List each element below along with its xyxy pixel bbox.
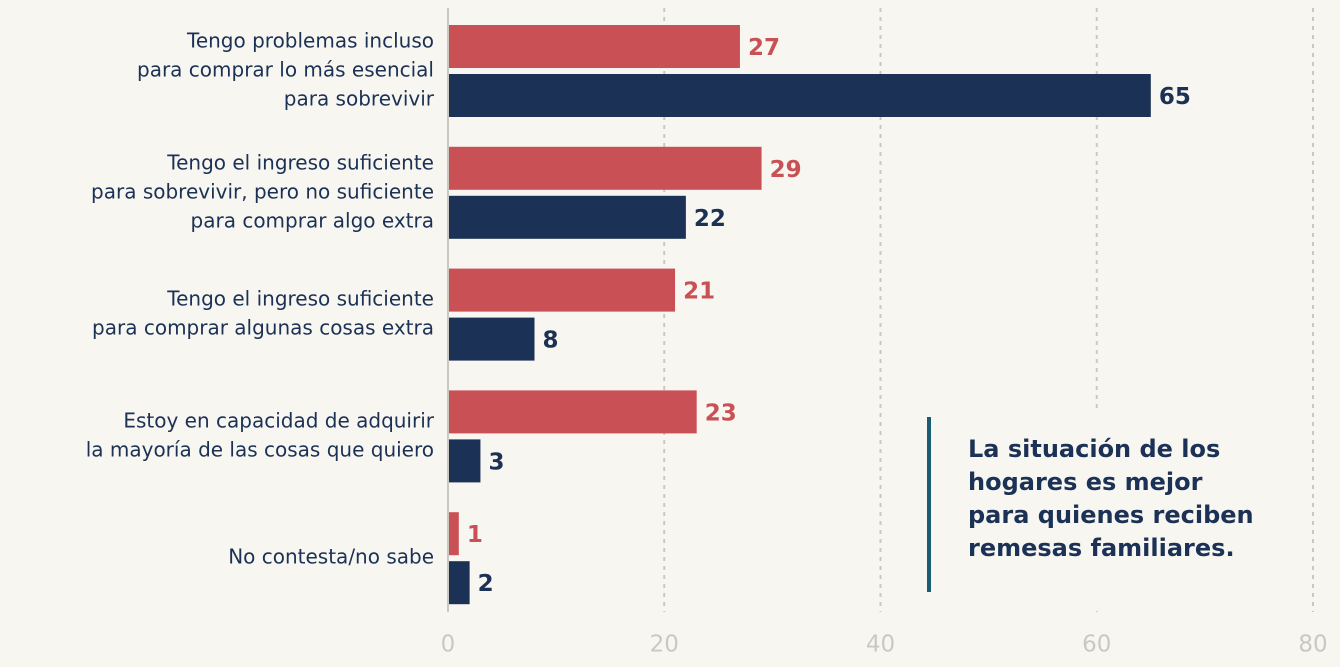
annotation-text: hogares es mejor	[968, 468, 1203, 496]
bar	[448, 146, 762, 190]
bar	[448, 268, 676, 312]
category-label: Tengo el ingreso suficiente	[166, 287, 434, 311]
bar	[448, 390, 697, 434]
bar	[448, 195, 686, 239]
category-label: Estoy en capacidad de adquirir	[123, 408, 434, 432]
value-label: 65	[1159, 84, 1191, 110]
category-label: Tengo el ingreso suficiente	[166, 150, 434, 174]
annotation-bg	[905, 408, 1295, 606]
x-tick-label: 0	[441, 632, 456, 658]
bar	[448, 25, 740, 68]
annotation-text: para quienes reciben	[968, 501, 1254, 529]
annotation-bar	[927, 417, 931, 592]
x-tick-label: 80	[1298, 632, 1327, 658]
category-label: para comprar algunas cosas extra	[92, 316, 434, 340]
value-label: 29	[770, 157, 802, 183]
value-label: 1	[467, 522, 483, 548]
value-label: 27	[748, 35, 780, 61]
bar	[448, 512, 459, 556]
category-label: para sobrevivir	[284, 87, 435, 111]
value-label: 22	[694, 206, 726, 232]
x-tick-label: 40	[866, 632, 895, 658]
category-label: para comprar lo más esencial	[137, 58, 434, 82]
bar	[448, 561, 470, 605]
value-label: 8	[543, 328, 559, 354]
bar	[448, 439, 481, 483]
annotation-text: La situación de los	[968, 435, 1220, 463]
bar	[448, 317, 535, 361]
value-label: 3	[488, 449, 504, 475]
category-label: para comprar algo extra	[191, 208, 434, 232]
x-tick-label: 20	[650, 632, 679, 658]
category-label: No contesta/no sabe	[228, 545, 434, 569]
value-label: 2	[478, 571, 494, 597]
category-label: la mayoría de las cosas que quiero	[86, 437, 434, 461]
value-label: 21	[683, 279, 715, 305]
x-tick-label: 60	[1082, 632, 1111, 658]
category-label: Tengo problemas incluso	[186, 29, 434, 53]
bar	[448, 74, 1151, 117]
value-label: 23	[705, 400, 737, 426]
category-label: para sobrevivir, pero no suficiente	[91, 179, 434, 203]
annotation-text: remesas familiares.	[968, 534, 1235, 562]
